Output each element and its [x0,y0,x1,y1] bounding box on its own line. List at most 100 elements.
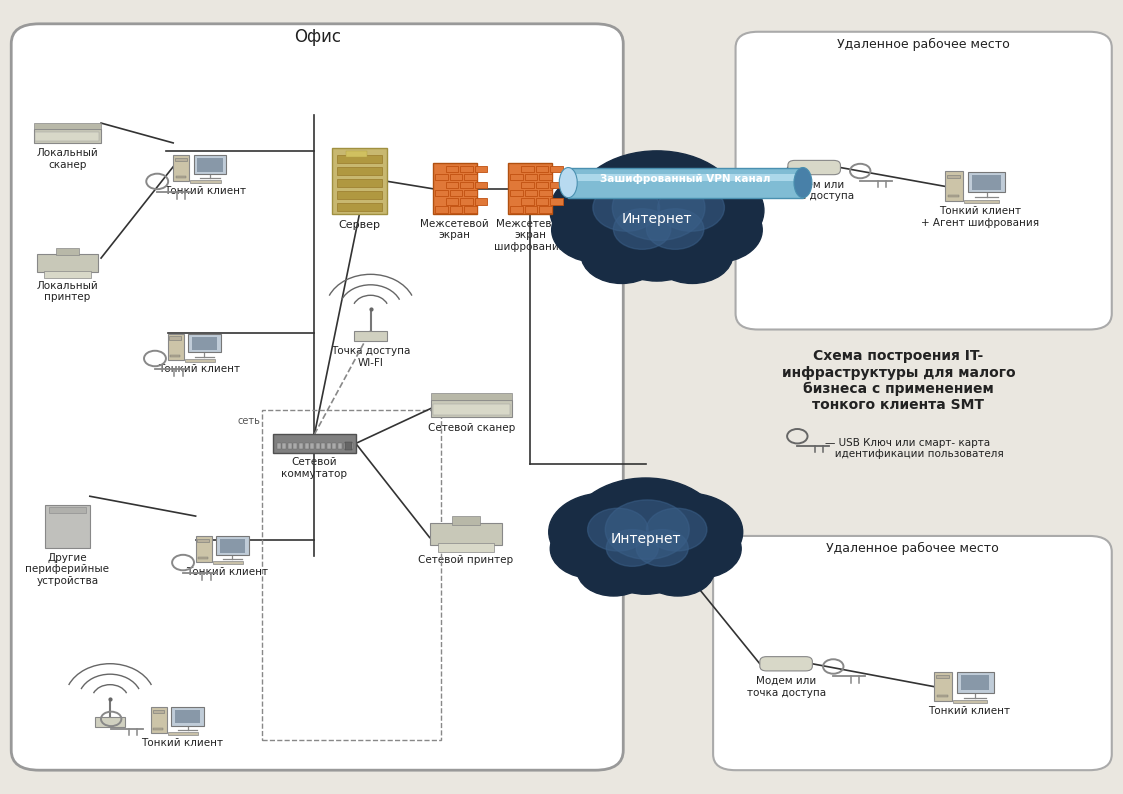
FancyBboxPatch shape [170,337,181,340]
Text: Сетевой принтер: Сетевой принтер [419,555,513,565]
FancyBboxPatch shape [524,191,537,196]
Circle shape [647,508,706,551]
FancyBboxPatch shape [973,175,1001,190]
FancyBboxPatch shape [11,24,623,770]
Text: Межсетевой
экран: Межсетевой экран [420,219,490,241]
FancyBboxPatch shape [194,156,226,174]
FancyBboxPatch shape [327,443,331,449]
Circle shape [551,197,645,263]
FancyBboxPatch shape [511,206,523,213]
FancyBboxPatch shape [475,166,487,172]
FancyBboxPatch shape [436,174,448,180]
FancyArrow shape [568,174,803,180]
FancyBboxPatch shape [337,179,382,187]
FancyBboxPatch shape [934,672,952,701]
FancyBboxPatch shape [760,657,812,671]
Circle shape [582,204,685,278]
FancyBboxPatch shape [536,198,548,205]
FancyBboxPatch shape [316,443,320,449]
FancyBboxPatch shape [304,443,309,449]
FancyBboxPatch shape [345,442,353,450]
FancyBboxPatch shape [449,174,462,180]
FancyBboxPatch shape [788,160,840,175]
FancyArrow shape [568,168,803,198]
FancyBboxPatch shape [536,183,548,188]
FancyBboxPatch shape [45,505,90,548]
FancyBboxPatch shape [220,539,245,553]
FancyBboxPatch shape [947,175,960,178]
FancyBboxPatch shape [539,191,551,196]
Text: Тонкий клиент: Тонкий клиент [158,364,240,375]
FancyBboxPatch shape [436,191,448,196]
FancyBboxPatch shape [550,166,563,172]
FancyBboxPatch shape [321,443,326,449]
FancyBboxPatch shape [167,333,184,360]
FancyBboxPatch shape [310,443,314,449]
FancyBboxPatch shape [511,191,523,196]
Circle shape [573,151,741,270]
Circle shape [651,226,732,283]
FancyBboxPatch shape [511,174,523,180]
Text: Модем или
точка доступа: Модем или точка доступа [775,179,853,202]
FancyBboxPatch shape [430,523,502,545]
FancyBboxPatch shape [965,199,998,203]
FancyBboxPatch shape [524,174,537,180]
Circle shape [606,530,658,566]
Ellipse shape [794,168,812,198]
Circle shape [612,175,705,241]
FancyBboxPatch shape [937,696,948,697]
FancyBboxPatch shape [344,443,347,449]
FancyBboxPatch shape [449,206,462,213]
Text: Тонкий клиент: Тонкий клиент [186,567,268,577]
FancyBboxPatch shape [338,443,341,449]
Circle shape [620,525,714,592]
FancyBboxPatch shape [431,399,512,417]
Circle shape [550,168,672,253]
FancyBboxPatch shape [190,180,221,183]
FancyBboxPatch shape [433,403,510,414]
FancyBboxPatch shape [173,155,190,181]
Circle shape [577,525,672,592]
Circle shape [602,532,690,594]
FancyBboxPatch shape [332,148,386,214]
FancyBboxPatch shape [536,166,548,172]
Circle shape [613,209,670,249]
FancyBboxPatch shape [431,393,512,399]
FancyBboxPatch shape [44,271,91,278]
FancyBboxPatch shape [460,198,473,205]
FancyBboxPatch shape [446,166,458,172]
FancyBboxPatch shape [539,174,551,180]
FancyBboxPatch shape [171,355,180,357]
FancyBboxPatch shape [56,248,79,256]
FancyBboxPatch shape [953,700,987,703]
FancyBboxPatch shape [446,183,458,188]
FancyBboxPatch shape [464,206,476,213]
FancyBboxPatch shape [354,331,387,341]
Text: Модем или
точка доступа: Модем или точка доступа [747,676,825,698]
FancyBboxPatch shape [37,254,98,272]
Text: Сервер: Сервер [338,220,381,230]
Ellipse shape [559,168,577,198]
Circle shape [636,530,688,566]
FancyBboxPatch shape [935,675,949,678]
FancyBboxPatch shape [957,672,994,692]
FancyBboxPatch shape [464,191,476,196]
Text: — USB Ключ или смарт- карта
   идентификации пользователя: — USB Ключ или смарт- карта идентификаци… [825,437,1004,460]
Circle shape [629,204,733,278]
FancyBboxPatch shape [34,123,101,129]
FancyBboxPatch shape [299,443,303,449]
FancyBboxPatch shape [550,198,563,205]
FancyBboxPatch shape [460,166,473,172]
Circle shape [605,500,690,559]
Text: Интернет: Интернет [622,212,692,225]
FancyBboxPatch shape [172,707,203,726]
FancyBboxPatch shape [176,176,185,178]
FancyBboxPatch shape [961,675,989,690]
Circle shape [657,519,741,578]
Text: Точка доступа
WI-FI: Точка доступа WI-FI [331,346,410,368]
FancyBboxPatch shape [446,198,458,205]
FancyBboxPatch shape [175,710,200,723]
FancyBboxPatch shape [346,152,367,157]
Circle shape [641,544,714,596]
Circle shape [569,478,722,586]
